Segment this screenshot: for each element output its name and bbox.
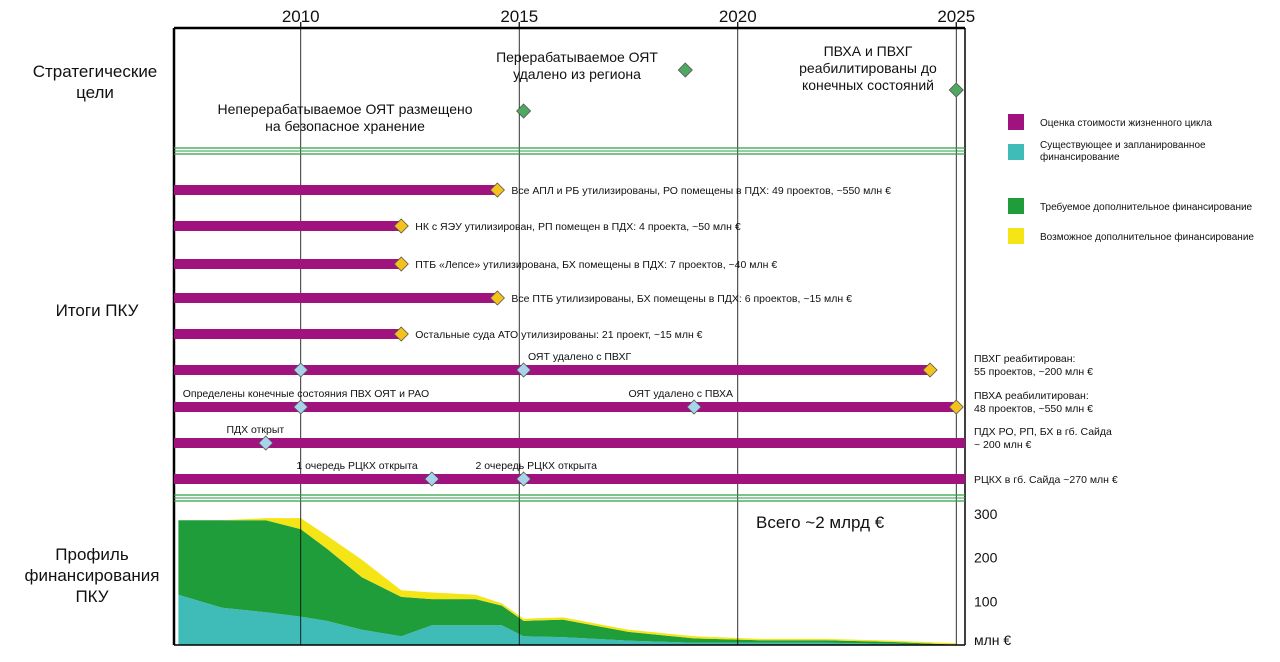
- result-label-9: РЦКХ в гб. Сайда ~270 млн €: [974, 474, 1118, 486]
- milestone-8-1: [258, 435, 274, 451]
- result-bar-6: [174, 365, 931, 375]
- legend-label-4: Возможное дополнительное финансирование: [1040, 231, 1254, 243]
- milestone-4-1: [489, 290, 505, 306]
- timeline-frame: [172, 22, 966, 646]
- legend-swatch-2: [1008, 144, 1024, 160]
- goal-marker-2: [677, 62, 693, 78]
- legend-swatch-1: [1008, 114, 1024, 130]
- result-bar-5: [174, 329, 402, 339]
- legend-label-2: Существующее и запланированное финансиров…: [1040, 140, 1206, 163]
- milestone-2-1: [393, 218, 409, 234]
- funding-total-label: Всего ~2 млрд €: [756, 513, 885, 532]
- results-bars: [174, 182, 965, 487]
- result-label-1: Все АПЛ и РБ утилизированы, РО помещены …: [511, 185, 891, 197]
- result-label-4: Все ПТБ утилизированы, БХ помещены в ПДХ…: [511, 293, 852, 305]
- milestone-7-1: [293, 399, 309, 415]
- milestone-annotation-7-1: Определены конечные состояния ПВХ ОЯТ и …: [183, 388, 429, 400]
- year-label-2020: 2020: [719, 7, 757, 26]
- result-label-6: ПВХГ реабитирован: 55 проектов, ~200 млн …: [974, 353, 1093, 378]
- strategic-goal-1: Неперерабатываемое ОЯТ размещено на безоп…: [217, 101, 472, 134]
- legend-swatch-4: [1008, 228, 1024, 244]
- milestone-1-1: [489, 182, 505, 198]
- result-label-3: ПТБ «Лепсе» утилизирована, БХ помещены в…: [415, 259, 777, 271]
- milestone-annotation-6-1: ОЯТ удалено с ПВХГ: [528, 351, 631, 363]
- goal-marker-1: [516, 103, 532, 119]
- milestone-9-1: [424, 471, 440, 487]
- section-title-funding: Профиль финансирования ПКУ: [24, 545, 159, 606]
- y-unit-label: млн €: [974, 632, 1011, 648]
- result-bar-3: [174, 259, 402, 269]
- milestone-7-3: [948, 399, 964, 415]
- milestone-5-1: [393, 326, 409, 342]
- result-bar-7: [174, 402, 957, 412]
- result-bar-4: [174, 293, 498, 303]
- ytick-200: 200: [974, 550, 998, 566]
- labels: 2010 2015 2020 2025 Стратегические цели Итоги …: [24, 7, 1117, 648]
- milestone-3-1: [393, 256, 409, 272]
- milestone-6-2: [516, 362, 532, 378]
- legend: Оценка стоимости жизненного цикла Существ…: [1008, 114, 1254, 244]
- milestone-6-3: [922, 362, 938, 378]
- funding-area-chart: [178, 518, 957, 645]
- area-series-1: [178, 594, 957, 645]
- legend-label-3: Требуемое дополнительное финансирование: [1040, 201, 1253, 213]
- strategic-goal-3: ПВХА и ПВХГ реабилитированы до конечных со…: [799, 43, 937, 93]
- strategic-goal-2: Перерабатываемое ОЯТ удалено из региона: [496, 49, 658, 82]
- milestone-7-2: [686, 399, 702, 415]
- area-series-3: [178, 518, 957, 645]
- result-label-7: ПВХА реабилитирован: 48 проектов, ~550 мл…: [974, 390, 1093, 415]
- milestone-annotation-9-2: 2 очередь РЦКХ открыта: [476, 460, 598, 472]
- year-label-2015: 2015: [500, 7, 538, 26]
- year-label-2025: 2025: [937, 7, 975, 26]
- ytick-100: 100: [974, 593, 998, 609]
- result-label-8: ПДХ РО, РП, БХ в гб. Сайда ~ 200 млн €: [974, 426, 1112, 451]
- result-label-5: Остальные суда АТО утилизированы: 21 про…: [415, 329, 702, 341]
- ytick-300: 300: [974, 506, 998, 522]
- result-bar-2: [174, 221, 402, 231]
- legend-swatch-3: [1008, 198, 1024, 214]
- milestone-6-1: [293, 362, 309, 378]
- milestone-annotation-8-1: ПДХ открыт: [226, 424, 284, 436]
- section-title-strategic: Стратегические цели: [33, 62, 158, 102]
- area-series-2: [178, 520, 957, 645]
- section-title-results: Итоги ПКУ: [56, 301, 139, 320]
- result-bar-1: [174, 185, 498, 195]
- result-bar-8: [174, 438, 965, 448]
- goal-marker-3: [948, 82, 964, 98]
- result-bar-9: [174, 474, 965, 484]
- result-label-2: НК с ЯЭУ утилизирован, РП помещен в ПДХ:…: [415, 221, 741, 233]
- year-label-2010: 2010: [282, 7, 320, 26]
- milestone-annotation-7-2: ОЯТ удалено с ПВХА: [628, 388, 733, 400]
- legend-label-1: Оценка стоимости жизненного цикла: [1040, 118, 1212, 129]
- milestone-annotation-9-1: 1 очередь РЦКХ открыта: [296, 460, 418, 472]
- milestone-9-2: [516, 471, 532, 487]
